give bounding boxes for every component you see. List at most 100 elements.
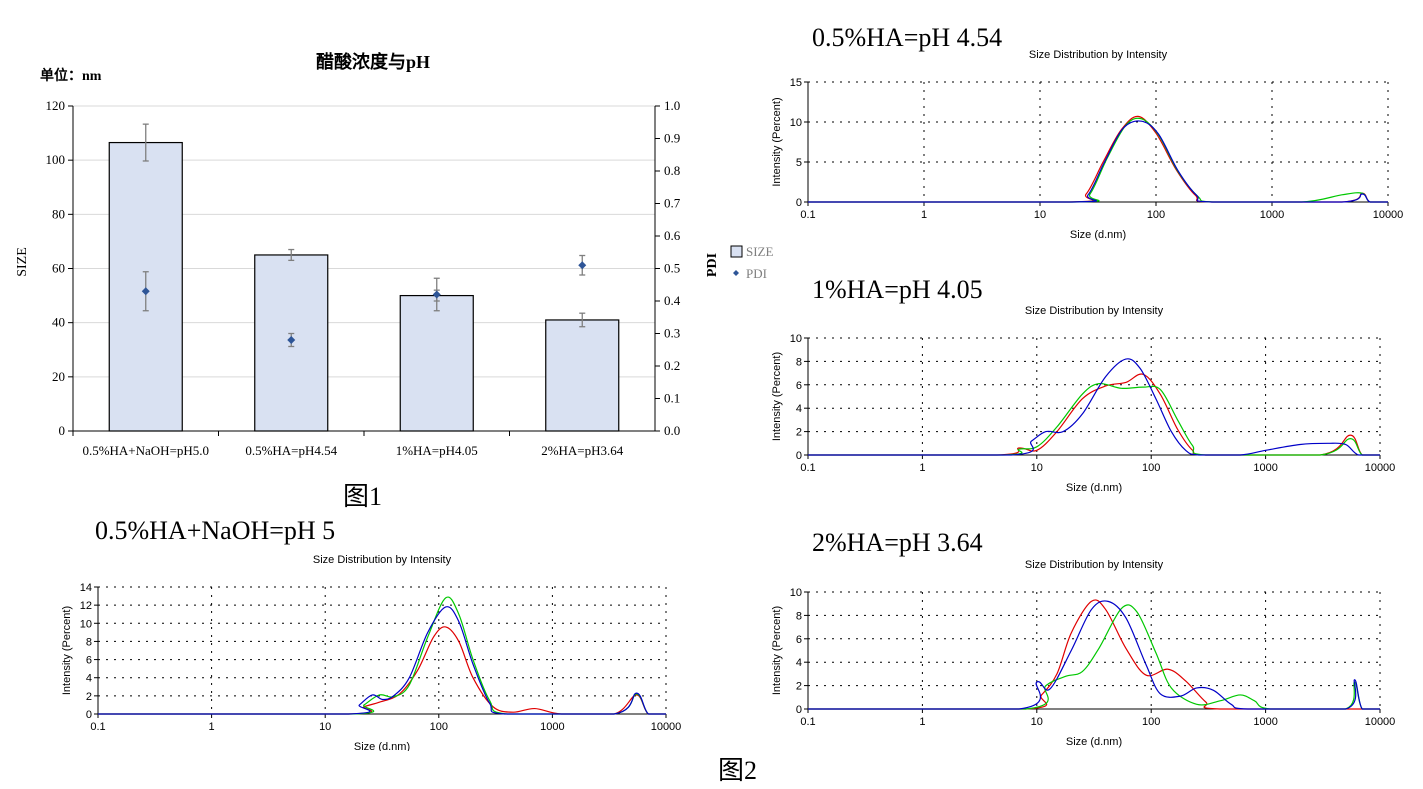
x-tick-label: 0.1 [800,209,815,221]
y-tick-label: 10 [790,333,802,345]
y-tick-label: 14 [80,582,92,594]
x-tick-label: 0.1 [800,462,815,474]
x-tick-label: 0.5%HA+NaOH=pH5.0 [82,443,209,458]
panel-title: Size Distribution by Intensity [1025,559,1164,571]
pdi-point [141,287,150,296]
y2-tick-label: 0.7 [664,196,681,211]
chart-title: 醋酸浓度与pH [316,51,430,72]
x-axis-label: Size (d.nm) [1066,736,1122,748]
y-tick-label: 80 [52,206,65,221]
panel-title: Size Distribution by Intensity [1029,49,1168,61]
panel-label-ph454: 0.5%HA=pH 4.54 [812,23,1003,52]
y-tick-label: 0 [59,423,66,438]
panel-label-ph364: 2%HA=pH 3.64 [812,528,983,557]
x-axis-label: Size (d.nm) [1070,229,1126,241]
y-tick-label: 4 [796,657,802,669]
blue-series-line [98,606,666,715]
x-tick-label: 10000 [1365,716,1396,728]
size-bar [545,319,620,432]
pdi-point [432,290,441,299]
y-tick-label: 4 [796,403,802,415]
x-tick-label: 10 [1034,209,1046,221]
y-tick-label: 120 [46,98,66,113]
y-tick-label: 0 [86,709,92,721]
legend-size-swatch [730,245,743,258]
green-series-line [807,382,1380,456]
blue-series-line [807,120,1388,203]
series-lines [807,115,1388,203]
y-tick-label: 10 [80,618,92,630]
y-axis-label: Intensity (Percent) [771,352,783,441]
figure-2-caption: 图2 [718,756,758,785]
y-tick-label: 2 [86,691,92,703]
y-tick-label: 0 [796,704,802,716]
x-tick-label: 10000 [1365,462,1396,474]
x-tick-label: 1000 [1253,462,1277,474]
blue-series-line [807,600,1380,710]
red-series-line [807,373,1380,456]
x-tick-label: 100 [430,721,448,733]
y-tick-label: 60 [52,261,65,276]
x-tick-label: 10000 [1373,209,1404,221]
green-series-line [98,596,666,715]
panel-label-ph5: 0.5%HA+NaOH=pH 5 [95,516,336,545]
y-axis-label: Intensity (Percent) [771,97,783,186]
series-lines [98,596,666,715]
y-tick-label: 10 [790,587,802,599]
panel-title: Size Distribution by Intensity [313,554,452,566]
pdi-point [578,261,587,270]
x-tick-label: 10 [1031,462,1043,474]
y-tick-label: 15 [790,77,802,89]
y-tick-label: 8 [796,610,802,622]
y-tick-label: 40 [52,315,65,330]
y-tick-label: 10 [790,117,802,129]
x-tick-label: 10000 [651,721,682,733]
legend-pdi-label: PDI [746,266,767,281]
x-tick-label: 1000 [540,721,564,733]
y2-tick-label: 0.3 [664,326,680,341]
x-tick-label: 1 [919,462,925,474]
y2-tick-label: 0.1 [664,391,680,406]
y-axis-label: Intensity (Percent) [61,606,73,695]
grid: 0 2 4 6 8 10 12 14 0.1 1 10 100 1000 10000 [80,582,682,733]
y-tick-label: 6 [86,655,92,667]
grid: 0 2 4 6 8 10 0.1 1 10 100 1000 10000 [790,333,1396,474]
x-tick-label: 10 [319,721,331,733]
y-tick-label: 2 [796,427,802,439]
y-axis-label: Intensity (Percent) [771,606,783,695]
figure-1-caption: 图1 [343,482,383,511]
x-tick-label: 0.1 [800,716,815,728]
axes: 0 20 40 60 80 100 120 0.0 0.1 0.2 0.3 0.4 0.5 0.6 0.7 0… [46,98,681,458]
dls-panel-ph364: Size Distribution by Intensity Size (d.nm… [771,559,1396,748]
x-tick-label: 1000 [1253,716,1277,728]
unit-label: 单位：nm [40,67,102,84]
x-tick-label: 100 [1147,209,1165,221]
y-tick-label: 8 [86,636,92,648]
y2-tick-label: 0.4 [664,293,681,308]
size-bar [399,294,474,432]
x-tick-label: 1 [921,209,927,221]
legend-pdi-marker [733,270,739,276]
red-series-line [98,626,666,715]
series-lines [807,599,1380,710]
y-tick-label: 2 [796,681,802,693]
y-tick-label: 8 [796,356,802,368]
y2-tick-label: 0.9 [664,131,680,146]
plot-marks [108,123,620,432]
dls-panel-ph5: Size Distribution by Intensity Size (d.nm… [61,554,682,751]
y-tick-label: 20 [52,369,65,384]
x-tick-label: 10 [1031,716,1043,728]
dls-panel-ph405: Size Distribution by Intensity Size (d.nm… [771,305,1396,494]
x-tick-label: 1 [919,716,925,728]
series-lines [807,358,1380,456]
y-tick-label: 6 [796,380,802,392]
x-tick-label: 100 [1142,716,1160,728]
y2-axis-label: PDI [705,253,720,277]
red-series-line [807,599,1380,710]
panel-title: Size Distribution by Intensity [1025,305,1164,317]
dls-panel-ph454: Size Distribution by Intensity Size (d.nm… [771,49,1404,241]
y2-tick-label: 0.6 [664,228,681,243]
x-tick-label: 100 [1142,462,1160,474]
y-axis-label: SIZE [15,247,30,277]
green-series-line [807,604,1380,710]
